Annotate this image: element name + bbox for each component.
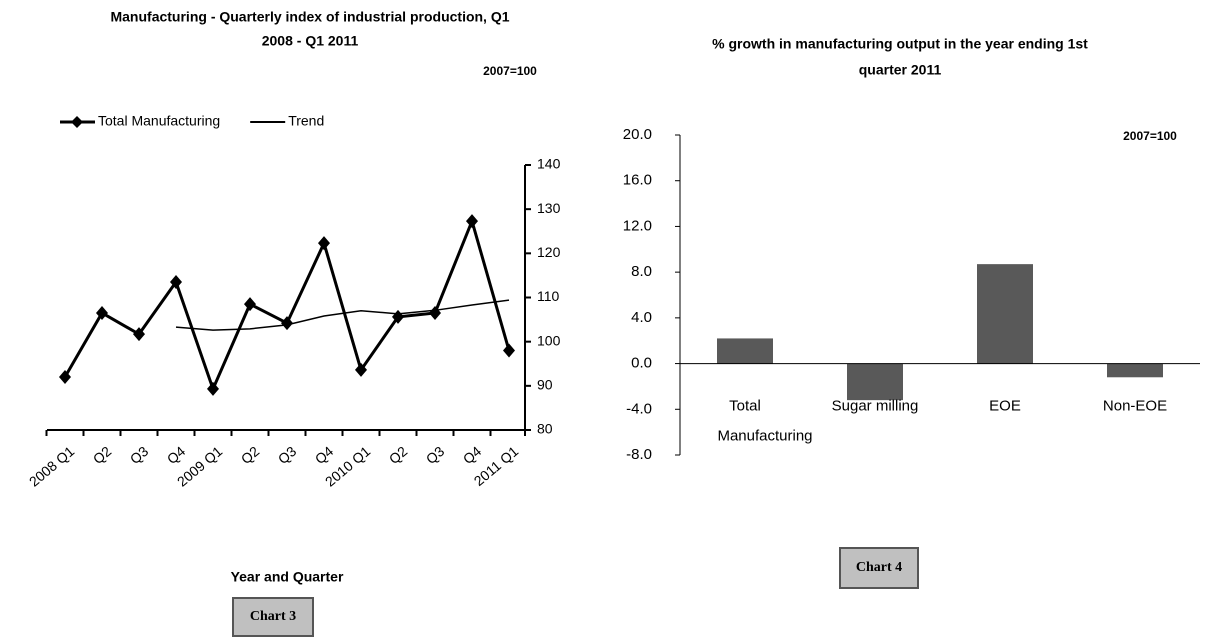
y-tick-label: 110 [537,288,560,304]
annotation: 2007=100 [1123,129,1177,143]
line-series [63,216,511,394]
y-tick-label: -4.0 [626,400,652,417]
y-tick-label: 120 [537,244,561,260]
x-tick-label: 2008 Q1 [26,443,78,490]
bar [977,264,1033,364]
caption: Chart 4 [856,560,902,575]
legend-label: Total Manufacturing [98,113,220,129]
y-tick-label: 90 [537,377,553,393]
legend-marker [71,116,83,128]
caption-box [232,597,314,637]
caption-box [839,547,919,589]
bar [717,338,773,364]
x-tick-label: EOE [989,398,1021,415]
y-tick-label: 0.0 [631,355,652,372]
x-tick-label: Q3 [275,443,300,467]
y-tick-label: 140 [537,156,561,172]
x-axis-label: Year and Quarter [231,569,344,585]
y-tick-label: 16.0 [623,172,652,189]
bar [847,363,903,401]
y-tick-label: 4.0 [631,309,652,326]
point-marker [355,362,367,377]
y-tick-label: 20.0 [623,126,652,143]
point-marker [503,343,515,358]
line-series [175,299,510,331]
y-tick-label: 80 [537,421,553,437]
point-marker [466,214,478,229]
x-tick-label: Q3 [423,443,448,467]
x-tick-label: Q4 [312,443,337,467]
point-marker [59,370,71,384]
y-tick-label: 130 [537,200,561,216]
chart-title: Manufacturing - Quarterly index of indus… [110,9,509,25]
annotation: 2007=100 [483,64,537,78]
x-tick-label: Q2 [90,443,115,467]
chart-title: 2008 - Q1 2011 [262,33,359,49]
x-tick-label: Non-EOE [1103,398,1167,415]
point-marker [318,236,330,251]
bar [1107,363,1163,378]
point-marker [96,305,108,320]
caption: Chart 3 [250,609,296,624]
y-tick-label: 8.0 [631,263,652,280]
x-tick-label: Q2 [238,443,263,467]
point-marker [244,297,256,312]
point-marker [133,327,145,342]
y-tick-label: -8.0 [626,446,652,463]
y-tick-label: 12.0 [623,217,652,234]
x-tick-label: Total Manufacturing [717,398,812,445]
x-tick-label: Q2 [386,443,411,467]
x-tick-label: Sugar milling [832,398,919,415]
y-tick-label: 100 [537,332,561,348]
legend-label: Trend [288,113,324,129]
point-marker [429,305,441,320]
x-tick-label: Q4 [460,443,485,467]
point-marker [281,316,293,331]
point-marker [207,381,219,396]
x-tick-label: Q4 [164,443,189,467]
chart-title: quarter 2011 [859,62,942,78]
chart-title: % growth in manufacturing output in the … [712,36,1088,52]
point-marker [170,275,182,290]
x-tick-label: Q3 [127,443,152,467]
